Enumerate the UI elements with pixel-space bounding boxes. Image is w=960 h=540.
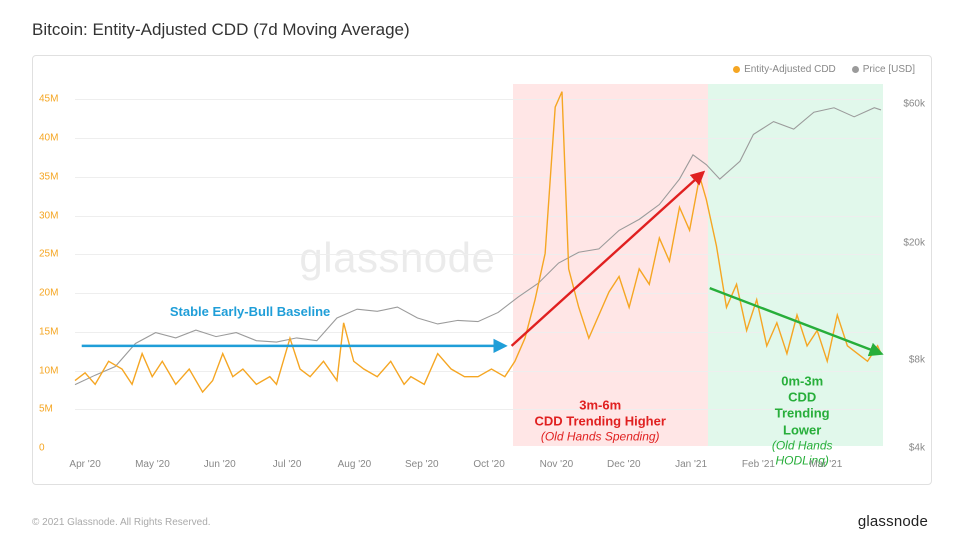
x-tick-label: Feb '21	[742, 459, 775, 470]
legend-label-price: Price [USD]	[863, 64, 915, 75]
y-left-tick-label: 0	[39, 443, 45, 454]
legend-label-cdd: Entity-Adjusted CDD	[744, 64, 836, 75]
y-left-tick-label: 20M	[39, 288, 58, 299]
x-tick-label: Jun '20	[204, 459, 236, 470]
y-left-tick-label: 25M	[39, 249, 58, 260]
x-tick-label: Apr '20	[69, 459, 100, 470]
y-left-tick-label: 5M	[39, 404, 53, 415]
y-left-tick-label: 10M	[39, 365, 58, 376]
brand-label: glassnode	[858, 513, 928, 530]
y-left-tick-label: 45M	[39, 94, 58, 105]
red-annotation: 3m-6mCDD Trending Higher(Old Hands Spend…	[534, 397, 665, 445]
legend-item-price: Price [USD]	[852, 64, 915, 75]
x-tick-label: Mar '21	[809, 459, 842, 470]
green-annotation: 0m-3mCDD Trending Lower(Old Hands HODLin…	[763, 373, 842, 468]
legend-item-cdd: Entity-Adjusted CDD	[733, 64, 836, 75]
chart-svg	[75, 84, 881, 446]
price-line	[75, 108, 881, 385]
copyright: © 2021 Glassnode. All Rights Reserved.	[32, 517, 211, 528]
y-left-tick-label: 15M	[39, 326, 58, 337]
y-left-tick-label: 40M	[39, 133, 58, 144]
plot-area: glassnode Stable Early-Bull Baseline3m-6…	[75, 84, 881, 446]
x-tick-label: Oct '20	[473, 459, 504, 470]
x-tick-label: Jul '20	[273, 459, 302, 470]
x-tick-label: Dec '20	[607, 459, 641, 470]
green-arrow	[710, 288, 881, 353]
chart-title: Bitcoin: Entity-Adjusted CDD (7d Moving …	[32, 20, 410, 40]
y-left-tick-label: 35M	[39, 171, 58, 182]
y-left-tick-label: 30M	[39, 210, 58, 221]
y-right-tick-label: $60k	[903, 98, 925, 109]
legend-dot-cdd	[733, 66, 740, 73]
chart-container: Entity-Adjusted CDD Price [USD] glassnod…	[32, 55, 932, 485]
x-tick-label: Sep '20	[405, 459, 439, 470]
blue-annotation: Stable Early-Bull Baseline	[170, 304, 330, 320]
y-right-tick-label: $20k	[903, 238, 925, 249]
x-tick-label: May '20	[135, 459, 170, 470]
legend: Entity-Adjusted CDD Price [USD]	[733, 64, 915, 75]
x-tick-label: Nov '20	[540, 459, 574, 470]
legend-dot-price	[852, 66, 859, 73]
y-right-tick-label: $8k	[909, 354, 925, 365]
y-right-tick-label: $4k	[909, 443, 925, 454]
x-tick-label: Jan '21	[675, 459, 707, 470]
red-arrow	[512, 173, 703, 346]
x-tick-label: Aug '20	[338, 459, 372, 470]
